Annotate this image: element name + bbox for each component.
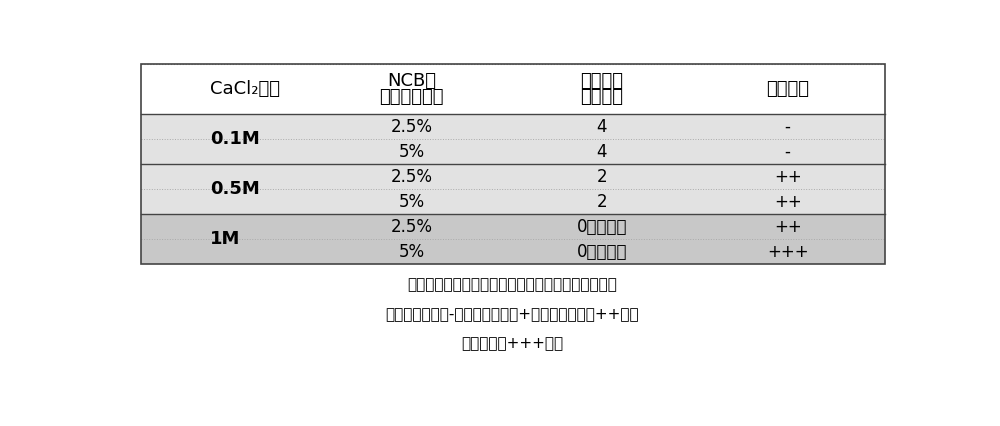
Text: 交联强度由耐受不同水平的机械压力的能力来定义：: 交联强度由耐受不同水平的机械压力的能力来定义： [408,277,617,293]
Text: 2.5%: 2.5% [391,168,433,186]
Text: （分钟）: （分钟） [580,89,623,106]
Text: 0.1M: 0.1M [210,130,260,148]
Text: 非常轻的压力（-），轻的压力（+），中等压力（++），: 非常轻的压力（-），轻的压力（+），中等压力（++）， [386,307,639,322]
Text: ++: ++ [774,193,802,211]
Bar [140,189,885,214]
Text: -: - [785,143,791,161]
Text: 5%: 5% [399,243,425,261]
Text: ++: ++ [774,218,802,236]
Text: 1M: 1M [210,230,241,248]
Text: 5%: 5% [399,143,425,161]
Bar [140,139,885,164]
Text: ++: ++ [774,168,802,186]
Text: 4: 4 [596,143,607,161]
Text: 5%: 5% [399,193,425,211]
Text: 2: 2 [596,168,607,186]
Text: 0.5M: 0.5M [210,180,260,198]
Text: 0（立即）: 0（立即） [576,243,627,261]
Text: 2: 2 [596,193,607,211]
Text: 2.5%: 2.5% [391,118,433,136]
Bar [140,214,885,239]
Text: +++: +++ [767,243,808,261]
Text: 0（立即）: 0（立即） [576,218,627,236]
Bar [140,164,885,189]
Bar [140,64,885,264]
Text: 海藻酸盐浓度: 海藻酸盐浓度 [380,89,444,106]
Text: 4: 4 [596,118,607,136]
Bar [140,64,885,114]
Text: -: - [785,118,791,136]
Text: 交联时间: 交联时间 [580,72,623,90]
Text: CaCl₂浓度: CaCl₂浓度 [210,80,280,98]
Bar [140,114,885,139]
Text: 交联强度: 交联强度 [766,80,809,98]
Bar [140,239,885,264]
Text: NCB中: NCB中 [387,72,436,90]
Text: 强的压力（+++）。: 强的压力（+++）。 [461,337,564,351]
Text: 2.5%: 2.5% [391,218,433,236]
